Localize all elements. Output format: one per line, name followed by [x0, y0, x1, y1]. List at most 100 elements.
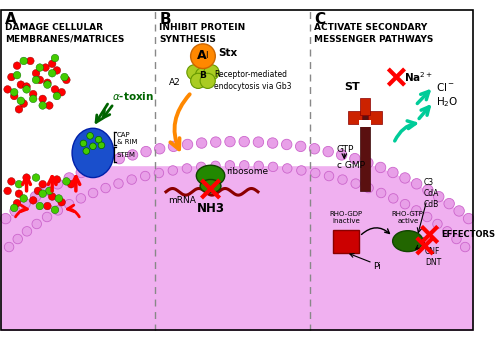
Bar [348, 111, 362, 124]
Circle shape [51, 206, 59, 214]
Circle shape [196, 162, 206, 172]
Polygon shape [0, 141, 500, 340]
Circle shape [168, 166, 177, 175]
Circle shape [51, 54, 59, 62]
Circle shape [32, 76, 40, 84]
Circle shape [240, 160, 249, 170]
Text: A2: A2 [168, 78, 180, 87]
Circle shape [34, 187, 42, 195]
Circle shape [88, 188, 98, 198]
Circle shape [76, 194, 86, 203]
Circle shape [10, 88, 18, 96]
Circle shape [225, 160, 234, 170]
Circle shape [88, 162, 99, 173]
Circle shape [4, 242, 14, 252]
Circle shape [187, 65, 202, 80]
Circle shape [39, 181, 46, 188]
Circle shape [62, 76, 70, 84]
Circle shape [296, 141, 306, 152]
Circle shape [210, 137, 221, 147]
Circle shape [30, 191, 40, 202]
Circle shape [53, 92, 60, 100]
Circle shape [154, 143, 165, 154]
Circle shape [46, 187, 53, 195]
Circle shape [324, 171, 334, 181]
Circle shape [98, 142, 105, 149]
Circle shape [10, 92, 18, 100]
FancyArrowPatch shape [362, 228, 390, 235]
Polygon shape [0, 9, 500, 340]
Circle shape [20, 195, 28, 202]
Circle shape [51, 86, 59, 93]
Text: $\alpha$-toxin: $\alpha$-toxin [112, 90, 154, 102]
Circle shape [434, 191, 444, 202]
Circle shape [211, 161, 220, 171]
Circle shape [190, 73, 206, 88]
Text: Cl$^-$: Cl$^-$ [436, 81, 455, 92]
Circle shape [14, 62, 21, 69]
Text: CNF
DNT: CNF DNT [425, 247, 441, 267]
Circle shape [15, 105, 23, 113]
Circle shape [412, 206, 421, 215]
Circle shape [15, 190, 23, 198]
Circle shape [44, 79, 51, 87]
Text: RHO-GTP
active: RHO-GTP active [392, 211, 424, 224]
Circle shape [362, 158, 373, 168]
Circle shape [444, 199, 454, 209]
Circle shape [432, 219, 442, 229]
Circle shape [254, 161, 264, 171]
Bar [333, 230, 359, 253]
Circle shape [239, 136, 250, 147]
Circle shape [64, 173, 74, 183]
Circle shape [26, 57, 34, 65]
Circle shape [36, 76, 44, 84]
Circle shape [22, 226, 32, 236]
Circle shape [58, 199, 66, 206]
Circle shape [13, 234, 22, 244]
FancyArrowPatch shape [394, 121, 415, 141]
Bar [360, 115, 370, 191]
Circle shape [4, 86, 12, 93]
Circle shape [268, 162, 278, 172]
Circle shape [452, 234, 461, 244]
Ellipse shape [0, 141, 500, 340]
Circle shape [296, 166, 306, 175]
Circle shape [154, 168, 164, 178]
Circle shape [268, 138, 278, 148]
Circle shape [204, 65, 219, 80]
Circle shape [376, 188, 386, 198]
Circle shape [30, 197, 37, 204]
Circle shape [55, 195, 62, 202]
Circle shape [62, 177, 70, 185]
Circle shape [141, 147, 151, 157]
Circle shape [336, 150, 347, 160]
Circle shape [60, 73, 68, 81]
Circle shape [10, 204, 18, 212]
Circle shape [14, 71, 21, 79]
Circle shape [253, 137, 264, 147]
Circle shape [44, 81, 51, 88]
Circle shape [42, 64, 50, 71]
Ellipse shape [200, 180, 221, 193]
Circle shape [376, 162, 386, 173]
Circle shape [0, 214, 11, 224]
Text: RHO-GDP
inactive: RHO-GDP inactive [330, 211, 362, 224]
Circle shape [87, 133, 94, 139]
Circle shape [39, 102, 46, 109]
Circle shape [32, 219, 42, 229]
Text: ACTIVATE SECONDARY
MESSENGER PATHWAYS: ACTIVATE SECONDARY MESSENGER PATHWAYS [314, 23, 434, 44]
Circle shape [53, 206, 62, 215]
Circle shape [351, 179, 360, 188]
Circle shape [400, 200, 410, 209]
Circle shape [196, 68, 210, 83]
Text: Receptor-mediated
endocytosis via Gb3: Receptor-mediated endocytosis via Gb3 [214, 70, 292, 90]
Text: Pi: Pi [372, 262, 380, 271]
Circle shape [14, 199, 21, 207]
Circle shape [225, 136, 235, 147]
Circle shape [101, 183, 110, 193]
Circle shape [422, 212, 432, 222]
Circle shape [58, 88, 66, 96]
Circle shape [460, 242, 470, 252]
Circle shape [76, 167, 86, 178]
Circle shape [30, 95, 37, 103]
